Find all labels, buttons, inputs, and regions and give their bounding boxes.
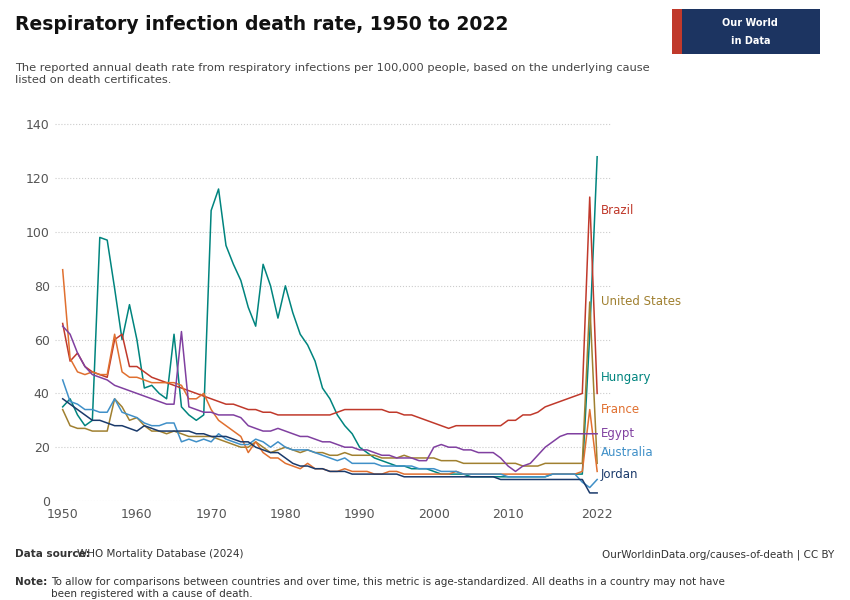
- Text: Egypt: Egypt: [601, 427, 635, 440]
- Text: The reported annual death rate from respiratory infections per 100,000 people, b: The reported annual death rate from resp…: [15, 63, 650, 85]
- Text: To allow for comparisons between countries and over time, this metric is age-sta: To allow for comparisons between countri…: [51, 577, 725, 599]
- Text: Note:: Note:: [15, 577, 51, 587]
- Text: Data source:: Data source:: [15, 549, 94, 559]
- Text: in Data: in Data: [731, 35, 770, 46]
- Bar: [672, 9, 682, 54]
- Text: Jordan: Jordan: [601, 467, 638, 481]
- Text: Australia: Australia: [601, 446, 654, 459]
- Text: Respiratory infection death rate, 1950 to 2022: Respiratory infection death rate, 1950 t…: [15, 15, 508, 34]
- Text: Hungary: Hungary: [601, 371, 651, 384]
- Text: Brazil: Brazil: [601, 204, 634, 217]
- Text: OurWorldinData.org/causes-of-death | CC BY: OurWorldinData.org/causes-of-death | CC …: [603, 549, 835, 559]
- Text: United States: United States: [601, 295, 681, 308]
- Text: Our World: Our World: [722, 19, 779, 28]
- Text: France: France: [601, 403, 640, 416]
- Text: WHO Mortality Database (2024): WHO Mortality Database (2024): [77, 549, 244, 559]
